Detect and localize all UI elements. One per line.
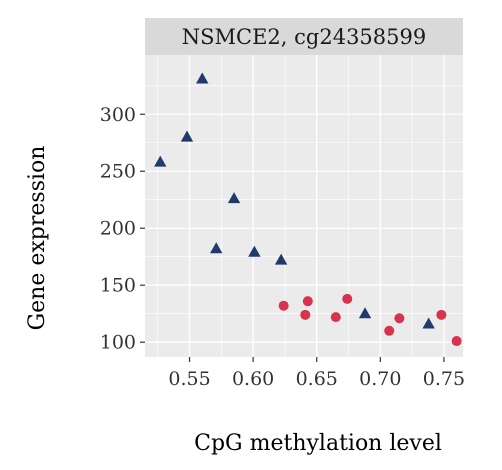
y-axis: 100 150 200 250 300 bbox=[100, 104, 145, 354]
x-tick-label: 0.65 bbox=[296, 368, 338, 390]
triangle-point bbox=[358, 307, 372, 319]
facet-strip bbox=[145, 18, 463, 55]
triangle-point bbox=[180, 130, 194, 142]
triangle-point bbox=[227, 192, 241, 204]
x-axis: 0.55 0.60 0.65 0.70 0.75 bbox=[168, 357, 465, 390]
triangle-point bbox=[196, 72, 209, 84]
circle-point bbox=[342, 293, 353, 304]
gridlines bbox=[145, 55, 463, 357]
x-tick-label: 0.60 bbox=[232, 368, 274, 390]
triangle-point bbox=[210, 242, 223, 254]
circle-point bbox=[300, 309, 311, 320]
facet-strip-title: NSMCE2, cg24358599 bbox=[182, 25, 426, 49]
y-tick-label: 100 bbox=[100, 332, 136, 354]
y-tick-label: 150 bbox=[100, 275, 136, 297]
data-points bbox=[154, 72, 462, 347]
y-tick-label: 200 bbox=[100, 218, 136, 240]
y-tick-label: 300 bbox=[100, 104, 136, 126]
circle-point bbox=[278, 300, 289, 311]
plot-panel bbox=[145, 55, 463, 357]
triangle-point bbox=[248, 245, 261, 257]
triangle-point bbox=[422, 317, 435, 329]
x-tick-label: 0.70 bbox=[359, 368, 401, 390]
y-axis-title: Gene expression bbox=[25, 146, 50, 331]
y-tick-label: 250 bbox=[100, 161, 136, 183]
triangle-point bbox=[274, 253, 288, 265]
x-axis-title: CpG methylation level bbox=[194, 431, 442, 456]
circle-point bbox=[384, 325, 395, 336]
x-tick-label: 0.55 bbox=[168, 368, 210, 390]
circle-point bbox=[394, 313, 405, 324]
circle-point bbox=[436, 309, 447, 320]
triangle-point bbox=[154, 155, 167, 167]
circle-point bbox=[451, 336, 462, 347]
x-tick-label: 0.75 bbox=[423, 368, 465, 390]
circle-point bbox=[330, 312, 341, 323]
circle-point bbox=[302, 296, 313, 307]
